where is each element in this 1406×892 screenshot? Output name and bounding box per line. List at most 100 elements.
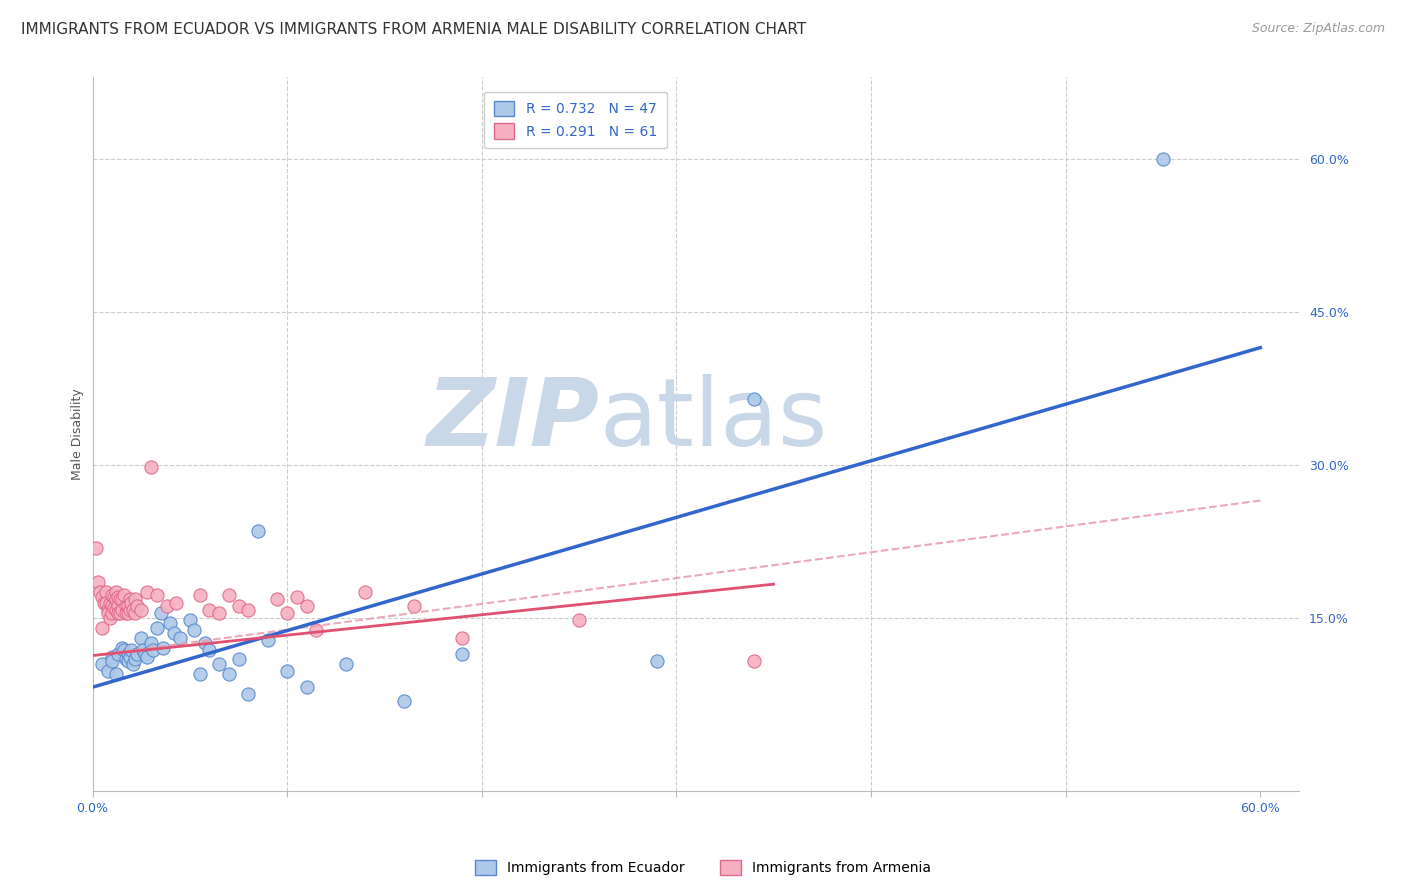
Point — [183, 623, 205, 637]
Point — [179, 613, 201, 627]
Point — [163, 626, 186, 640]
Point — [101, 598, 124, 612]
Point — [155, 599, 177, 613]
Legend: Immigrants from Ecuador, Immigrants from Armenia: Immigrants from Ecuador, Immigrants from… — [470, 855, 936, 880]
Point — [198, 643, 221, 657]
Point — [121, 595, 143, 609]
Point — [451, 631, 474, 645]
Point — [152, 641, 174, 656]
Point — [107, 606, 129, 620]
Point — [93, 595, 115, 609]
Point — [208, 606, 231, 620]
Point — [149, 606, 172, 620]
Point — [742, 392, 765, 406]
Point — [117, 599, 139, 613]
Point — [198, 602, 221, 616]
Point — [238, 687, 260, 701]
Point — [228, 599, 250, 613]
Point — [114, 606, 136, 620]
Point — [101, 606, 124, 620]
Text: IMMIGRANTS FROM ECUADOR VS IMMIGRANTS FROM ARMENIA MALE DISABILITY CORRELATION C: IMMIGRANTS FROM ECUADOR VS IMMIGRANTS FR… — [21, 22, 806, 37]
Point — [122, 657, 145, 671]
Point — [146, 621, 169, 635]
Point — [97, 606, 120, 620]
Point — [117, 606, 139, 620]
Point — [742, 654, 765, 668]
Point — [188, 588, 211, 602]
Point — [194, 636, 217, 650]
Point — [111, 592, 134, 607]
Point — [98, 611, 121, 625]
Point — [276, 664, 298, 678]
Point — [101, 654, 124, 668]
Point — [96, 595, 118, 609]
Point — [266, 592, 288, 607]
Point — [129, 602, 152, 616]
Point — [124, 651, 146, 665]
Point — [285, 591, 308, 605]
Point — [146, 588, 169, 602]
Point — [108, 606, 131, 620]
Point — [96, 585, 118, 599]
Point — [104, 666, 127, 681]
Point — [127, 599, 149, 613]
Point — [101, 588, 124, 602]
Point — [114, 599, 136, 613]
Text: Source: ZipAtlas.com: Source: ZipAtlas.com — [1251, 22, 1385, 36]
Point — [91, 657, 114, 671]
Point — [98, 595, 121, 609]
Point — [132, 643, 155, 657]
Point — [118, 602, 141, 616]
Point — [118, 592, 141, 607]
Point — [1152, 152, 1174, 166]
Point — [305, 623, 328, 637]
Point — [238, 602, 260, 616]
Point — [451, 647, 474, 661]
Point — [107, 599, 129, 613]
Point — [118, 649, 141, 664]
Point — [402, 599, 425, 613]
Point — [142, 643, 165, 657]
Y-axis label: Male Disability: Male Disability — [72, 388, 84, 480]
Point — [247, 524, 270, 538]
Point — [139, 459, 162, 474]
Point — [228, 651, 250, 665]
Point — [97, 602, 120, 616]
Point — [108, 592, 131, 607]
Point — [91, 621, 114, 635]
Point — [114, 651, 136, 665]
Point — [124, 606, 146, 620]
Point — [134, 647, 156, 661]
Point — [295, 599, 318, 613]
Point — [165, 595, 187, 609]
Point — [107, 647, 129, 661]
Point — [169, 631, 191, 645]
Text: ZIP: ZIP — [426, 374, 599, 466]
Legend: R = 0.732   N = 47, R = 0.291   N = 61: R = 0.732 N = 47, R = 0.291 N = 61 — [484, 92, 666, 148]
Point — [645, 654, 668, 668]
Point — [103, 600, 125, 615]
Point — [188, 666, 211, 681]
Point — [127, 647, 149, 661]
Point — [117, 647, 139, 661]
Point — [112, 643, 135, 657]
Point — [87, 575, 110, 590]
Point — [104, 585, 127, 599]
Point — [354, 585, 377, 599]
Point — [295, 680, 318, 694]
Point — [568, 613, 591, 627]
Point — [111, 602, 134, 616]
Point — [276, 606, 298, 620]
Point — [256, 633, 278, 648]
Point — [97, 664, 120, 678]
Point — [121, 643, 143, 657]
Point — [104, 602, 127, 616]
Point — [111, 641, 134, 656]
Point — [89, 585, 111, 599]
Point — [103, 591, 125, 605]
Point — [218, 588, 240, 602]
Point — [392, 694, 415, 708]
Text: atlas: atlas — [599, 374, 828, 466]
Point — [159, 615, 181, 630]
Point — [104, 592, 127, 607]
